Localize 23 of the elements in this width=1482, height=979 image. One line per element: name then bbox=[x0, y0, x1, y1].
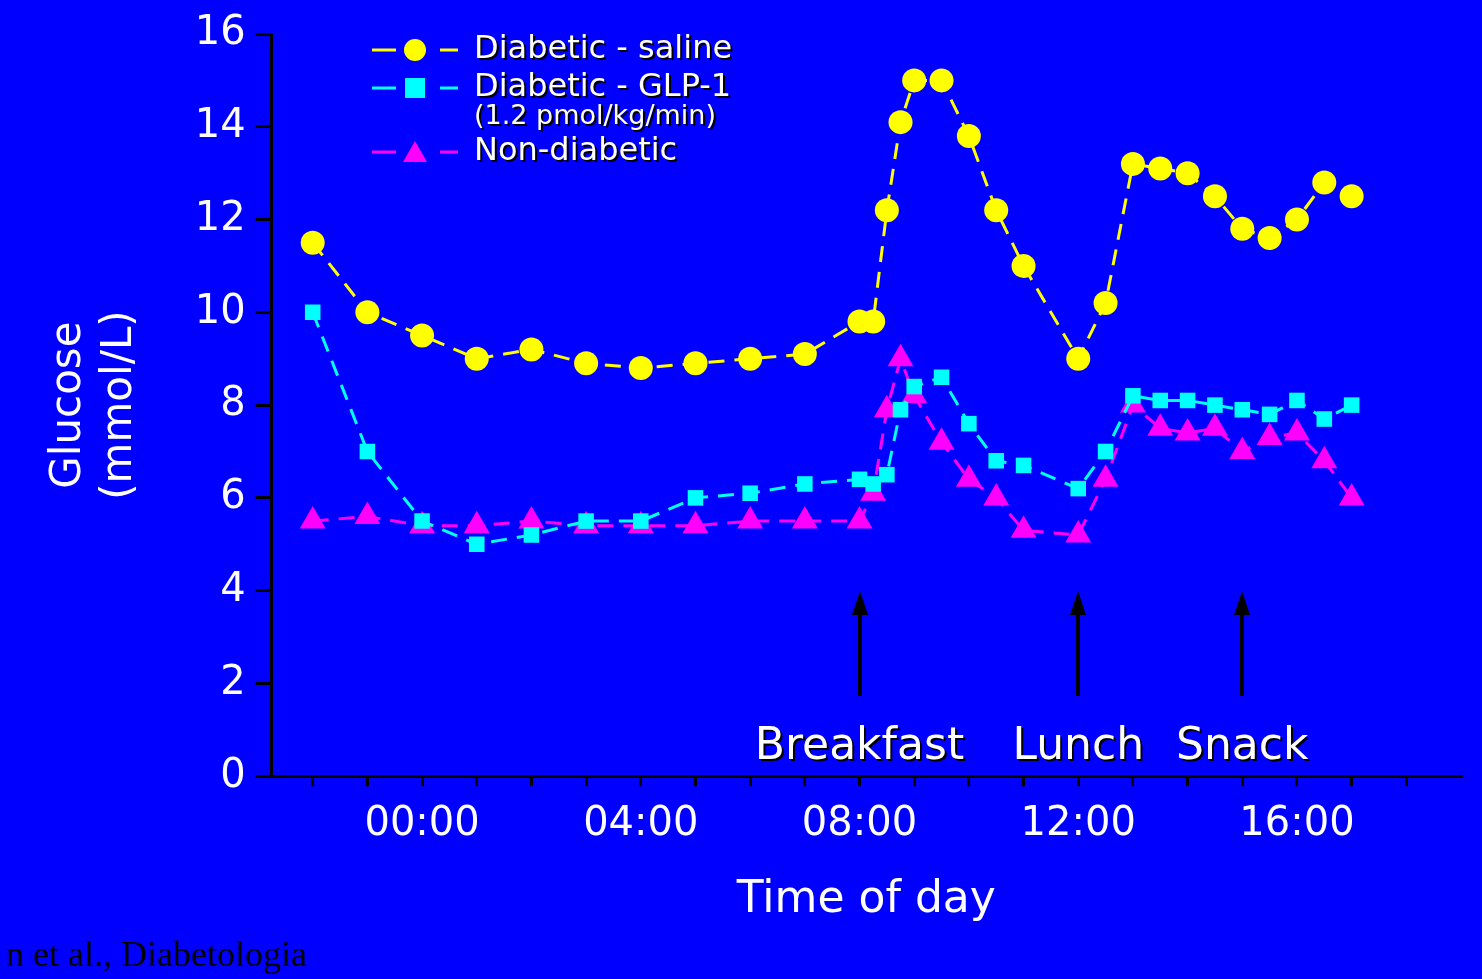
y-tick-label: 14 bbox=[194, 100, 246, 147]
legend-label: Diabetic - saline bbox=[474, 28, 733, 66]
legend-label: Non-diabetic bbox=[474, 130, 678, 168]
ref-line-label: Lunch bbox=[1012, 718, 1145, 770]
x-tick-label: 16:00 bbox=[1239, 797, 1355, 844]
y-axis-title: Glucose (mmol/L) bbox=[41, 310, 141, 500]
y-tick-label: 0 bbox=[220, 749, 246, 796]
y-tick-label: 6 bbox=[220, 471, 246, 518]
ref-line-label: Snack bbox=[1176, 718, 1309, 770]
y-tick-label: 2 bbox=[220, 656, 246, 703]
x-tick-label: 00:00 bbox=[364, 797, 480, 844]
legend-label: Diabetic - GLP-1 (1.2 pmol/kg/min) bbox=[474, 66, 732, 130]
y-tick-label: 16 bbox=[194, 7, 246, 54]
y-tick-label: 8 bbox=[220, 378, 246, 425]
y-tick-label: 12 bbox=[194, 192, 246, 239]
y-tick-label: 4 bbox=[220, 564, 246, 611]
x-axis-title: Time of day bbox=[735, 871, 996, 923]
ref-line-label: Breakfast bbox=[754, 718, 965, 770]
x-tick-label: 12:00 bbox=[1020, 797, 1136, 844]
y-tick-label: 10 bbox=[194, 285, 246, 332]
text: n et al., Diabetologia bbox=[6, 933, 307, 975]
x-tick-label: 04:00 bbox=[583, 797, 699, 844]
x-tick-label: 08:00 bbox=[801, 797, 918, 844]
